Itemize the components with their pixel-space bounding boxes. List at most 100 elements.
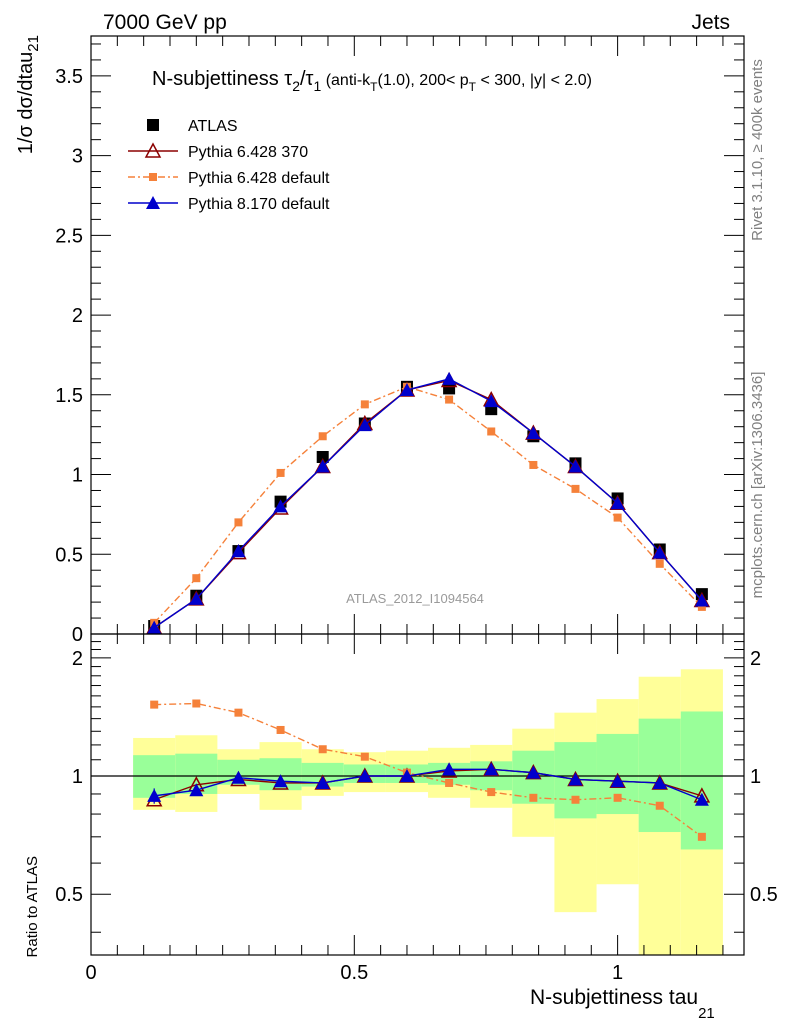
data-point [526, 426, 541, 440]
ratio-y-tick-label: 0.5 [750, 884, 778, 906]
data-point [189, 591, 204, 605]
main-series [145, 371, 711, 635]
legend-label: Pythia 8.170 default [188, 196, 330, 213]
ratio-data-point [655, 801, 664, 810]
data-point [487, 427, 496, 436]
ratio-data-point [150, 700, 159, 709]
ratio-data-point [189, 783, 204, 797]
data-point [276, 468, 285, 477]
x-tick-label: 0.5 [340, 962, 368, 984]
ratio-data-point [526, 765, 541, 779]
ratio-data-point [484, 762, 499, 776]
ratio-data-point [399, 769, 414, 783]
x-axis-label: N-subjettiness tau21 [530, 986, 715, 1022]
mcplots-label: mcplots.cern.ch [arXiv:1306.3436] [749, 372, 766, 599]
main-y-tick-label: 1.5 [55, 385, 83, 407]
main-y-tick-label: 2.5 [55, 225, 83, 247]
legend-marker [147, 119, 159, 131]
legend-label: ATLAS [188, 118, 238, 135]
data-point [318, 432, 327, 441]
ratio-uncertainty-bands [133, 669, 723, 955]
data-point [192, 574, 201, 583]
main-y-tick-label: 3.5 [55, 66, 83, 88]
process-label: Jets [691, 11, 730, 34]
ratio-y-tick-label: 1 [750, 766, 761, 788]
legend-label: Pythia 6.428 370 [188, 144, 308, 161]
main-panel: 0 0.5 1 1.5 2 2.5 3 3.5 ATLAS_2012_I1094564 N-s… [15, 35, 745, 646]
plot-title: N-subjettiness τ2/τ1 (anti-kT(1.0), 200<… [152, 68, 592, 94]
main-y-tick-label: 0 [72, 624, 83, 646]
ratio-y-tick-label: 0.5 [55, 884, 83, 906]
ratio-data-point [694, 792, 709, 806]
ratio-data-point [610, 774, 625, 788]
ratio-y-axis-label: Ratio to ATLAS [24, 856, 41, 957]
ratio-y-tick-label: 2 [750, 648, 761, 670]
data-point [484, 394, 499, 408]
legend-marker [146, 196, 160, 209]
ratio-data-point [613, 793, 622, 802]
ratio-data-point [487, 788, 496, 797]
data-point [694, 593, 709, 607]
series-line [153, 378, 703, 629]
main-y-tick-label: 1 [72, 465, 83, 487]
ratio-frame [90, 633, 745, 956]
legend: ATLAS Pythia 6.428 370 Pythia 6.428 defaul… [128, 118, 330, 213]
ratio-data-point [529, 793, 538, 802]
data-point [655, 559, 664, 568]
ratio-data-point [568, 772, 583, 786]
ratio-y-tick-label: 1 [72, 766, 83, 788]
x-tick-label: 0 [85, 962, 96, 984]
ratio-panel: 0.5 0.5 1 1 2 2 0 0.5 1 Ratio to ATLAS N-subjett… [24, 633, 778, 1022]
ratio-series-line [154, 702, 703, 838]
ratio-axes: 0.5 0.5 1 1 2 2 0 0.5 1 [55, 634, 778, 984]
ratio-data-point [571, 795, 580, 804]
ratio-data-point [315, 775, 330, 789]
ratio-data-point [231, 770, 246, 784]
main-y-tick-label: 3 [72, 146, 83, 168]
ratio-data-point [360, 752, 369, 761]
data-point [357, 418, 372, 432]
data-point [529, 460, 538, 469]
data-point [315, 459, 330, 473]
ratio-data-point [357, 769, 372, 783]
x-tick-label: 1 [612, 962, 623, 984]
ratio-series-line [154, 768, 703, 801]
ratio-data-point [234, 708, 243, 717]
main-y-axis-label: 1/σ dσ/dtau21 [15, 35, 42, 154]
data-point [273, 499, 288, 513]
main-y-tick-label: 0.5 [55, 544, 83, 566]
ratio-data-point [442, 762, 457, 776]
legend-label: Pythia 6.428 default [188, 170, 330, 187]
analysis-watermark: ATLAS_2012_I1094564 [346, 591, 484, 606]
data-point [610, 496, 625, 510]
data-point [360, 400, 369, 409]
data-point [613, 513, 622, 522]
ratio-data-point [652, 775, 667, 789]
data-point [697, 602, 706, 611]
ratio-data-point [445, 778, 454, 787]
data-point [147, 620, 162, 634]
legend-marker [144, 142, 162, 158]
data-point [399, 383, 414, 397]
legend-marker [149, 173, 157, 181]
ratio-data-point [318, 745, 327, 754]
ratio-data-point [192, 699, 201, 708]
data-point [234, 518, 243, 527]
data-point [442, 371, 457, 385]
inner-band-bin [680, 711, 723, 850]
energy-label: 7000 GeV pp [103, 11, 227, 34]
ratio-data-point [273, 774, 288, 788]
data-point [443, 382, 456, 395]
ratio-series [145, 699, 711, 841]
data-point [571, 484, 580, 493]
data-point [231, 544, 246, 558]
data-point [445, 395, 454, 404]
data-point [652, 545, 667, 559]
ratio-data-point [276, 725, 285, 734]
main-axes: 0 0.5 1 1.5 2 2.5 3 3.5 [55, 36, 744, 646]
ratio-data-point [697, 832, 706, 841]
ratio-y-tick-label: 2 [72, 648, 83, 670]
data-point [316, 450, 329, 463]
main-y-tick-label: 2 [72, 305, 83, 327]
